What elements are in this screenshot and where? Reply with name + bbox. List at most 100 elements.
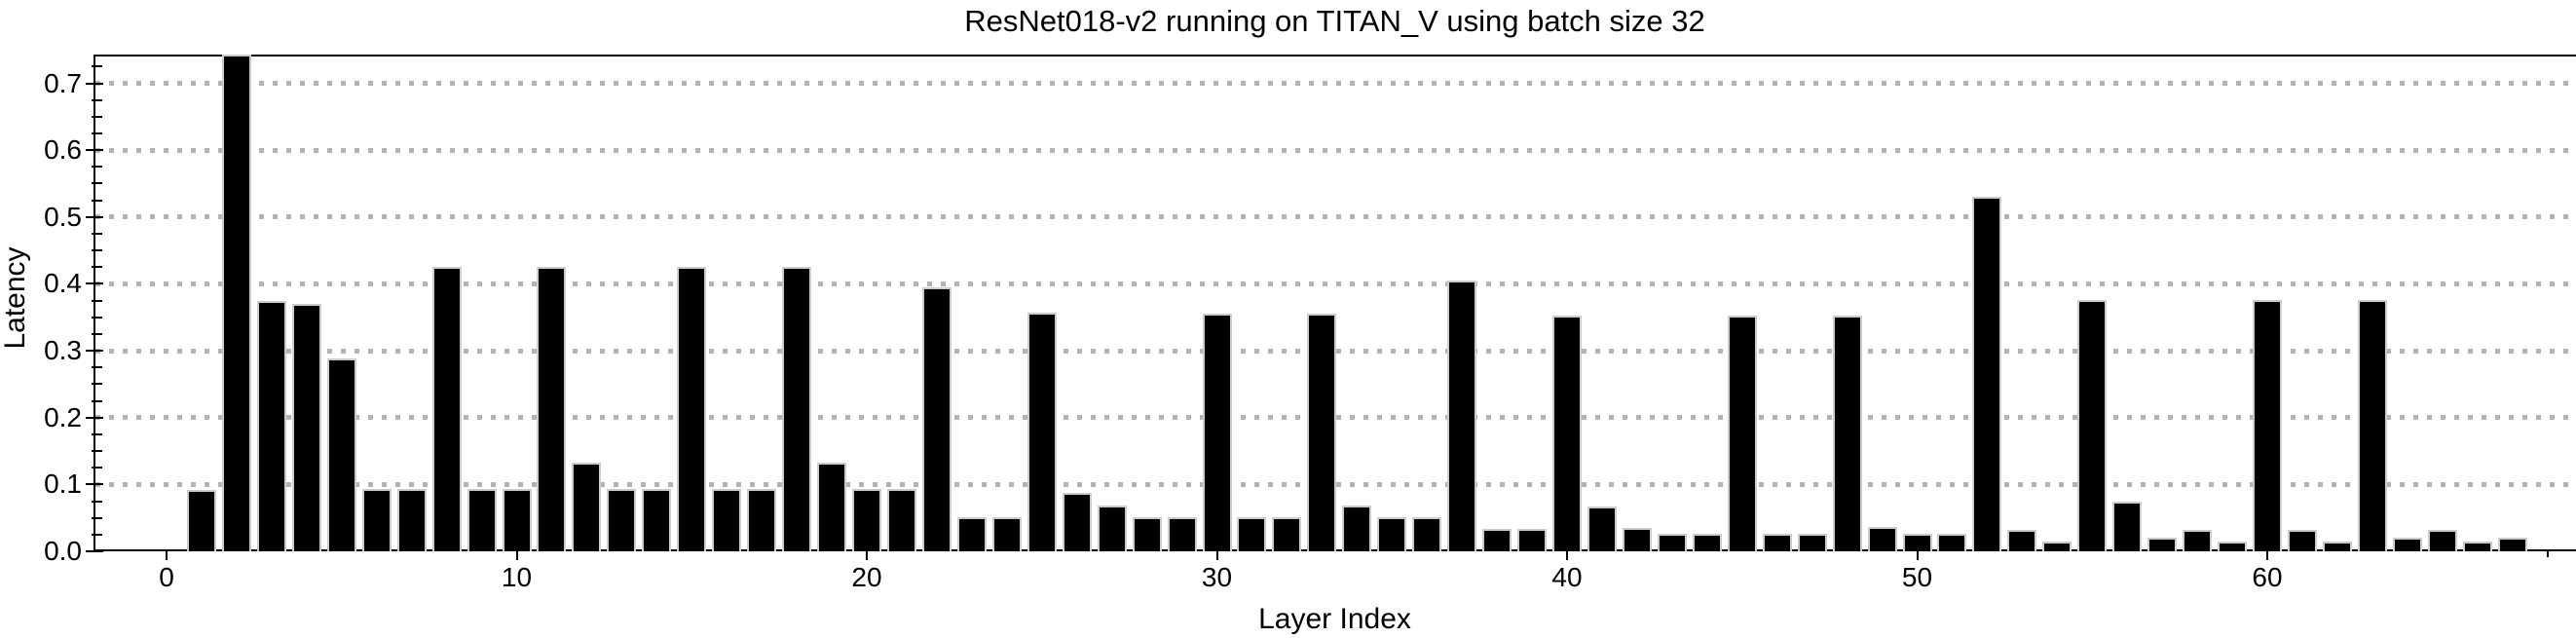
x-tick-20 — [866, 551, 868, 560]
x-tick-10 — [515, 551, 518, 560]
bar-layer-22 — [921, 286, 952, 551]
x-tick-label-20: 20 — [851, 562, 882, 592]
x-tick-label-30: 30 — [1201, 562, 1233, 592]
bar-layer-16 — [712, 489, 742, 551]
y-minor-tick — [92, 500, 102, 503]
bar-layer-21 — [886, 489, 916, 551]
bar-layer-10 — [502, 489, 532, 551]
x-tick-50 — [1916, 551, 1919, 560]
y-tick-0.2 — [86, 416, 103, 419]
bar-layer-50 — [1902, 534, 1932, 551]
bar-layer-62 — [2322, 541, 2352, 551]
y-minor-tick — [92, 450, 102, 453]
bar-layer-36 — [1412, 516, 1442, 551]
bar-layer-41 — [1587, 507, 1617, 551]
y-tick-label-0.4: 0.4 — [44, 268, 82, 299]
y-minor-tick — [92, 516, 102, 519]
y-tick-label-0.1: 0.1 — [44, 469, 82, 500]
bar-layer-44 — [1692, 534, 1722, 551]
x-tick-label-50: 50 — [1901, 562, 1933, 592]
bar-layer-29 — [1167, 516, 1197, 551]
y-minor-tick — [92, 65, 102, 68]
y-tick-0.7 — [86, 82, 103, 85]
bar-layer-56 — [2112, 502, 2143, 551]
bar-layer-30 — [1202, 313, 1232, 551]
bar-layer-46 — [1762, 534, 1792, 551]
bar-layer-18 — [782, 267, 812, 551]
bar-layer-58 — [2183, 530, 2213, 551]
y-minor-tick — [92, 249, 102, 252]
bar-layer-11 — [537, 267, 567, 551]
y-tick-0.1 — [86, 483, 103, 486]
bar-layer-14 — [642, 489, 672, 551]
y-tick-0.0 — [86, 550, 103, 552]
x-minor-tick-68 — [2546, 551, 2549, 557]
bar-layer-19 — [817, 462, 847, 551]
bar-layer-43 — [1657, 534, 1687, 551]
bar-layer-64 — [2392, 537, 2422, 551]
bar-layer-53 — [2007, 530, 2037, 551]
bar-layer-39 — [1517, 529, 1548, 551]
y-tick-label-0.7: 0.7 — [44, 67, 82, 98]
bar-layer-47 — [1797, 534, 1827, 551]
y-tick-0.6 — [86, 149, 103, 152]
y-minor-tick — [92, 199, 102, 202]
y-minor-tick — [92, 182, 102, 185]
x-tick-60 — [2266, 551, 2268, 560]
bar-layer-8 — [431, 267, 462, 551]
bar-layer-63 — [2357, 299, 2387, 551]
y-minor-tick — [92, 166, 102, 169]
x-axis-label: Layer Index — [1258, 603, 1411, 635]
bar-layer-42 — [1622, 527, 1652, 551]
gridline-y-0.4 — [95, 281, 2576, 286]
bar-layer-25 — [1027, 312, 1057, 551]
bar-layer-13 — [607, 489, 637, 551]
bar-layer-3 — [256, 300, 286, 551]
bar-layer-40 — [1552, 316, 1582, 551]
bar-layer-52 — [1972, 197, 2002, 551]
x-tick-label-10: 10 — [501, 562, 533, 592]
bar-layer-35 — [1377, 516, 1407, 551]
bar-layer-23 — [956, 516, 987, 551]
bar-layer-12 — [572, 462, 602, 551]
bar-layer-65 — [2427, 530, 2457, 551]
y-minor-tick — [92, 332, 102, 335]
bar-layer-67 — [2497, 538, 2527, 551]
bar-layer-49 — [1867, 526, 1897, 551]
y-tick-label-0.3: 0.3 — [44, 335, 82, 366]
bar-layer-4 — [291, 304, 321, 551]
bar-layer-32 — [1272, 516, 1302, 551]
chart-title: ResNet018-v2 running on TITAN_V using ba… — [964, 4, 1705, 38]
gridline-y-0.7 — [95, 81, 2576, 87]
y-minor-tick — [92, 299, 102, 302]
y-tick-label-0.5: 0.5 — [44, 201, 82, 232]
bar-layer-9 — [467, 489, 497, 551]
y-tick-label-0.6: 0.6 — [44, 134, 82, 166]
bar-layer-31 — [1237, 516, 1267, 551]
bar-layer-20 — [852, 489, 881, 551]
bar-layer-57 — [2147, 538, 2178, 551]
y-minor-tick — [92, 467, 102, 469]
y-minor-tick — [92, 316, 102, 319]
bar-layer-66 — [2462, 541, 2492, 551]
bar-layer-5 — [326, 357, 356, 551]
bar-layer-24 — [991, 516, 1022, 551]
bar-layer-6 — [361, 489, 392, 551]
x-tick-30 — [1215, 551, 1218, 560]
bar-layer-34 — [1342, 505, 1372, 551]
y-tick-label-0.0: 0.0 — [44, 536, 82, 566]
bar-layer-1 — [186, 489, 216, 551]
y-minor-tick — [92, 366, 102, 369]
bar-layer-27 — [1097, 505, 1127, 551]
y-tick-0.4 — [86, 282, 103, 285]
x-tick-label-40: 40 — [1551, 562, 1583, 592]
bar-layer-37 — [1447, 281, 1477, 551]
bar-layer-60 — [2253, 299, 2282, 551]
y-tick-label-0.2: 0.2 — [44, 401, 82, 432]
bar-layer-38 — [1482, 529, 1512, 551]
bar-layer-55 — [2077, 299, 2108, 551]
x-tick-label-60: 60 — [2252, 562, 2283, 592]
bar-layer-48 — [1832, 316, 1862, 551]
gridline-y-0.5 — [95, 214, 2576, 220]
